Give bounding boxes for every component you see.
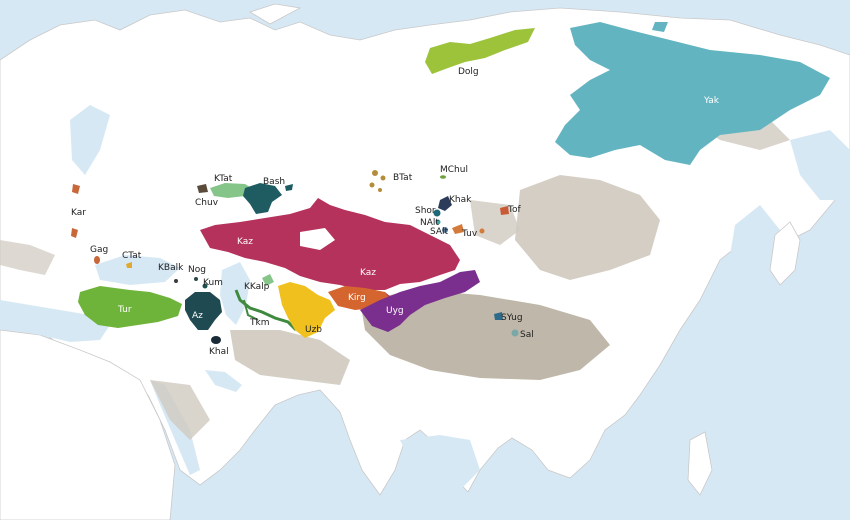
label-nalt: NAlt bbox=[420, 218, 439, 228]
label-chuv: Chuv bbox=[195, 198, 219, 208]
region-dolg bbox=[425, 28, 535, 74]
label-khal: Khal bbox=[209, 347, 229, 357]
label-shor: Shor bbox=[415, 206, 436, 216]
label-kkalp: KKalp bbox=[244, 282, 270, 292]
region-kum bbox=[202, 283, 208, 289]
philippines bbox=[687, 431, 713, 496]
japan-sea bbox=[730, 205, 780, 275]
region-kbalk bbox=[174, 279, 178, 283]
label-kirg: Kirg bbox=[348, 293, 366, 303]
label-tkm: Tkm bbox=[249, 318, 269, 328]
japan bbox=[769, 221, 801, 286]
label-tuv: Tuv bbox=[461, 229, 478, 239]
black-sea bbox=[95, 255, 180, 285]
landmass-africa bbox=[0, 329, 176, 520]
region-kar bbox=[71, 184, 80, 238]
region-tuv bbox=[452, 224, 485, 234]
region-kkalp bbox=[262, 274, 274, 286]
label-kum: Kum bbox=[203, 278, 223, 288]
region-nalt bbox=[435, 219, 441, 225]
region-tof bbox=[500, 206, 509, 215]
region-az bbox=[185, 292, 222, 330]
region-gag bbox=[94, 256, 100, 264]
label-kar: Kar bbox=[71, 208, 86, 218]
region-khal bbox=[211, 336, 221, 344]
region-yak bbox=[555, 22, 830, 165]
label-gag: Gag bbox=[90, 245, 108, 255]
label-bash: Bash bbox=[263, 177, 285, 187]
label-kaz-east: Kaz bbox=[360, 268, 376, 278]
region-ctat bbox=[126, 262, 132, 268]
region-sal bbox=[511, 329, 519, 337]
region-uzb bbox=[278, 282, 335, 338]
label-tur: Tur bbox=[117, 305, 132, 315]
label-sal: Sal bbox=[520, 330, 534, 340]
label-yak: Yak bbox=[703, 96, 720, 106]
label-ctat: CTat bbox=[122, 251, 142, 261]
region-uyg bbox=[360, 270, 480, 332]
region-chuv bbox=[197, 184, 208, 193]
label-btat: BTat bbox=[393, 173, 413, 183]
region-shor bbox=[433, 209, 441, 217]
region-btat bbox=[369, 170, 386, 192]
caspian-sea bbox=[220, 262, 250, 325]
bay-of-bengal bbox=[400, 435, 480, 490]
region-tur bbox=[78, 286, 182, 328]
label-kaz-west: Kaz bbox=[237, 237, 253, 247]
region-bash bbox=[243, 183, 293, 214]
baltic-sea bbox=[70, 105, 110, 175]
label-ktat: KTat bbox=[214, 174, 233, 184]
label-kbalk: KBalk bbox=[158, 263, 184, 273]
label-khak: Khak bbox=[449, 195, 472, 205]
region-tkm bbox=[234, 289, 298, 332]
region-syug bbox=[494, 312, 503, 320]
novaya-zemlya bbox=[249, 3, 302, 25]
label-uyg: Uyg bbox=[386, 306, 404, 316]
mediterranean-sea bbox=[0, 300, 110, 342]
label-dolg: Dolg bbox=[458, 67, 479, 77]
label-uzb: Uzb bbox=[305, 325, 322, 335]
label-tof: Tof bbox=[507, 205, 521, 215]
okhotsk-sea bbox=[790, 130, 850, 200]
region-salt bbox=[442, 227, 448, 233]
region-mchul bbox=[440, 175, 446, 179]
label-salt: SAlt bbox=[430, 227, 449, 237]
label-mchul: MChul bbox=[440, 165, 468, 175]
label-syug: SYug bbox=[501, 313, 523, 323]
region-khak bbox=[438, 196, 452, 211]
label-nog: Nog bbox=[188, 265, 206, 275]
label-az: Az bbox=[192, 311, 203, 321]
persian-gulf bbox=[205, 370, 242, 392]
region-nog bbox=[194, 277, 198, 281]
